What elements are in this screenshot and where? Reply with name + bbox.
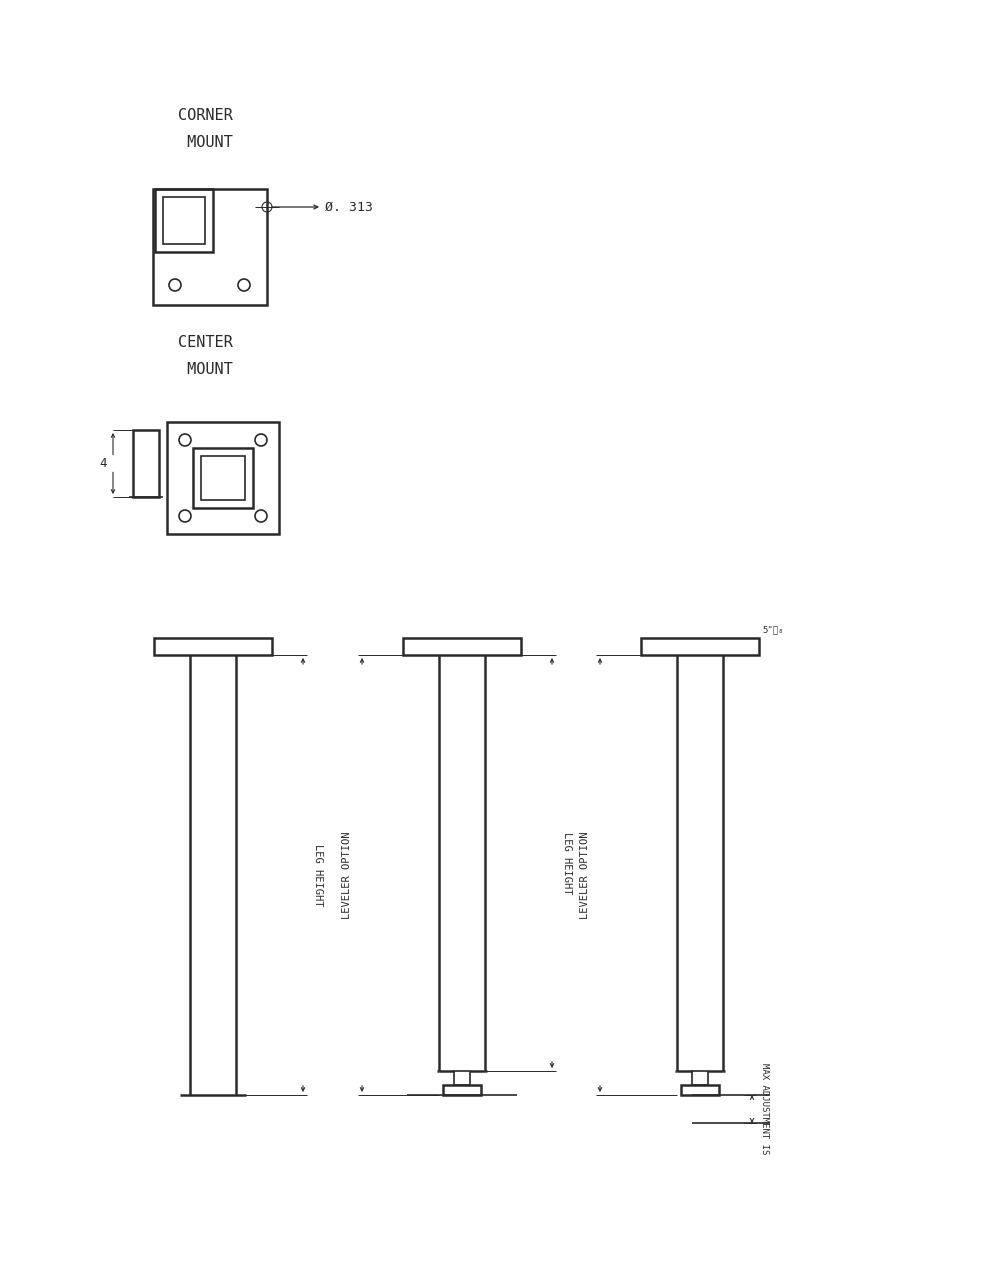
- Bar: [193, 448, 253, 508]
- Bar: [201, 456, 245, 500]
- Bar: [443, 1085, 481, 1094]
- Text: LEVELER OPTION: LEVELER OPTION: [580, 831, 590, 919]
- Bar: [167, 422, 279, 534]
- Bar: [163, 197, 205, 244]
- Bar: [641, 637, 759, 655]
- Text: LEVELER OPTION: LEVELER OPTION: [342, 831, 352, 919]
- Bar: [153, 189, 267, 305]
- Text: CENTER: CENTER: [178, 335, 232, 349]
- Bar: [403, 637, 521, 655]
- Bar: [154, 637, 272, 655]
- Text: MAX ADJUSTMENT IS: MAX ADJUSTMENT IS: [760, 1064, 769, 1155]
- Text: MOUNT: MOUNT: [178, 362, 232, 378]
- Text: LEG HEIGHT: LEG HEIGHT: [562, 832, 572, 895]
- Text: Ø. 313: Ø. 313: [325, 201, 373, 214]
- Bar: [133, 430, 159, 497]
- Text: CORNER: CORNER: [178, 108, 232, 123]
- Bar: [454, 1071, 470, 1085]
- Text: LEG HEIGHT: LEG HEIGHT: [313, 844, 323, 906]
- Bar: [155, 189, 213, 252]
- Text: MOUNT: MOUNT: [178, 134, 232, 150]
- Text: 5"⁄₈: 5"⁄₈: [762, 625, 783, 634]
- Bar: [681, 1085, 719, 1094]
- Bar: [692, 1071, 708, 1085]
- Text: 4: 4: [99, 457, 107, 470]
